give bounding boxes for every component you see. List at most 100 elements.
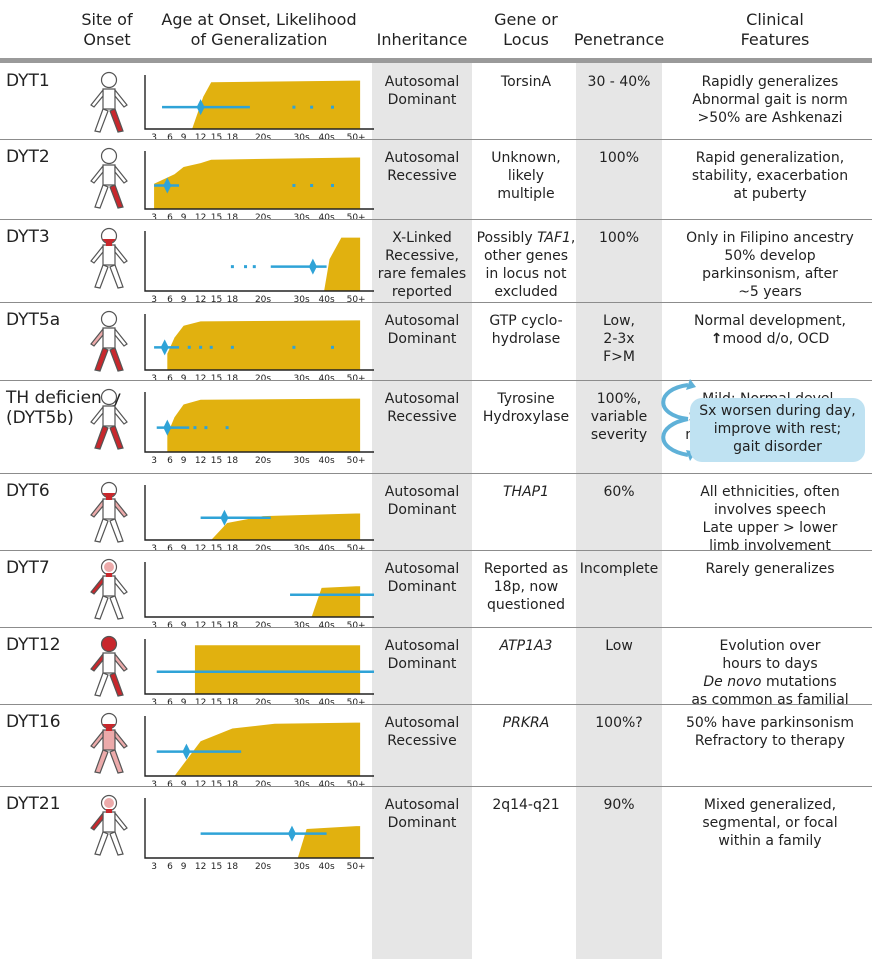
clinical-line: 50% develop — [724, 248, 816, 264]
penetrance-line: Low, — [602, 313, 636, 329]
row-label: DYT21 — [6, 794, 61, 814]
penetrance-cell: 100%, variable severity — [576, 390, 662, 444]
clinical-cell: Rapidly generalizes Abnormal gait is norm… — [668, 73, 872, 127]
axis-tick-label: 3 — [151, 374, 157, 384]
row-label: TH deficiency (DYT5b) — [6, 388, 121, 428]
clinical-line: Only in Filipino ancestry — [686, 230, 854, 246]
penetrance-line: 30 - 40% — [587, 74, 651, 90]
axis-tick-label: 12 — [195, 374, 206, 384]
onset-chart: 3 6 9 12 15 18 20s 30s 40s 50+ — [144, 314, 374, 384]
row-label: DYT5a — [6, 310, 60, 330]
clinical-line: hours to days — [722, 656, 818, 672]
axis-tick-label: 6 — [167, 698, 173, 708]
median-onset-diamond — [163, 177, 172, 194]
axis-tick-label: 12 — [195, 780, 206, 790]
onset-dot — [204, 426, 208, 430]
clinical-line: Rarely generalizes — [705, 561, 835, 577]
axis-line — [144, 75, 374, 130]
axis-tick-label: 18 — [227, 621, 239, 631]
penetrance-line: F>M — [603, 349, 635, 365]
onset-chart: 3 6 9 12 15 18 20s 30s 40s 50+ — [144, 392, 374, 466]
inheritance-line: Recessive — [387, 168, 457, 184]
axis-tick-label: 40s — [319, 780, 335, 790]
inheritance-line: Autosomal — [384, 391, 460, 407]
clinical-line: Evolution over — [719, 638, 821, 654]
row-separator — [0, 219, 872, 220]
row-label-line: DYT16 — [6, 712, 61, 732]
generalization-area — [324, 237, 361, 291]
generalization-area — [297, 826, 361, 858]
penetrance-line: 100% — [598, 150, 640, 166]
gene-line: excluded — [494, 284, 558, 300]
axis-tick-label: 40s — [319, 621, 335, 631]
axis-tick-label: 18 — [227, 862, 239, 872]
median-onset-diamond — [220, 509, 229, 526]
gene-cell: GTP cyclo-hydrolase — [476, 312, 576, 348]
onset-chart: 3 6 9 12 15 18 20s 30s 40s 50+ — [144, 639, 374, 708]
penetrance-line: 90% — [603, 797, 635, 813]
clinical-line: Normal development, — [694, 313, 846, 329]
inheritance-line: Dominant — [387, 92, 457, 108]
axis-tick-label: 12 — [195, 698, 206, 708]
onset-chart: 3 6 9 12 15 18 20s 30s 40s 50+ — [144, 562, 374, 631]
clinical-line: All ethnicities, often — [700, 484, 840, 500]
clinical-line: De novo mutations — [703, 674, 837, 690]
onset-chart: 3 6 9 12 15 18 20s 30s 40s 50+ — [144, 151, 374, 223]
inheritance-cell: Autosomal Recessive — [372, 390, 472, 426]
axis-tick-label: 30s — [294, 544, 310, 554]
inheritance-line: Dominant — [387, 331, 457, 347]
gene-line: questioned — [487, 597, 565, 613]
inheritance-line: Dominant — [387, 579, 457, 595]
axis-tick-label: 15 — [211, 544, 222, 554]
gene-cell: Reported as 18p, now questioned — [476, 560, 576, 614]
header-clinical-features: Clinical Features — [740, 10, 810, 49]
clinical-line: Mixed generalized, — [703, 797, 837, 813]
median-onset-diamond — [308, 258, 317, 275]
axis-tick-label: 50+ — [347, 133, 366, 143]
body-figure-icon — [90, 71, 128, 133]
axis-line — [144, 639, 374, 695]
clinical-line: Late upper > lower — [702, 520, 838, 536]
inheritance-line: Autosomal — [384, 150, 460, 166]
axis-line — [144, 485, 374, 541]
axis-tick-label: 15 — [211, 621, 222, 631]
inheritance-line: Autosomal — [384, 484, 460, 500]
penetrance-cell: Incomplete — [576, 560, 662, 578]
row-label-line: (DYT5b) — [6, 408, 74, 428]
gene-cell: Tyrosine Hydroxylase — [476, 390, 576, 426]
inheritance-line: Dominant — [387, 815, 457, 831]
axis-tick-label: 9 — [181, 862, 187, 872]
row-label-line: DYT7 — [6, 558, 50, 578]
body-figure-icon — [90, 310, 128, 372]
axis-tick-label: 18 — [227, 213, 239, 223]
axis-tick-label: 30s — [294, 213, 310, 223]
penetrance-cell: Low, 2-3x F>M — [576, 312, 662, 366]
inheritance-line: Autosomal — [384, 561, 460, 577]
penetrance-cell: 60% — [576, 483, 662, 501]
penetrance-cell: 30 - 40% — [576, 73, 662, 91]
axis-tick-label: 3 — [151, 780, 157, 790]
clinical-cell: Only in Filipino ancestry 50% develop park… — [668, 229, 872, 301]
axis-tick-label: 20s — [255, 295, 271, 305]
axis-tick-label: 15 — [211, 213, 222, 223]
median-onset-diamond — [182, 743, 191, 760]
onset-chart: 3 6 9 12 15 18 20s 30s 40s 50+ — [144, 485, 374, 554]
axis-tick-label: 40s — [319, 698, 335, 708]
clinical-cell: Rapid generalization, stability, exacerba… — [668, 149, 872, 203]
gene-line: Possibly TAF1, — [476, 230, 576, 246]
row-separator — [0, 302, 872, 303]
axis-tick-label: 20s — [255, 374, 271, 384]
onset-dot — [331, 345, 335, 349]
median-onset-diamond — [196, 99, 205, 116]
penetrance-column-shade — [576, 63, 662, 959]
clinical-line: limb involvement — [709, 538, 831, 554]
clinical-line: ↑mood d/o, OCD — [710, 331, 830, 347]
axis-tick-label: 6 — [167, 780, 173, 790]
gene-line: 2q14-q21 — [492, 797, 560, 813]
axis-line — [144, 314, 374, 371]
body-figure-icon — [90, 794, 128, 856]
onset-dot — [331, 105, 335, 109]
header-site-of-onset: Site of Onset — [81, 10, 133, 49]
gene-line: TorsinA — [500, 74, 552, 90]
axis-tick-label: 18 — [227, 544, 239, 554]
